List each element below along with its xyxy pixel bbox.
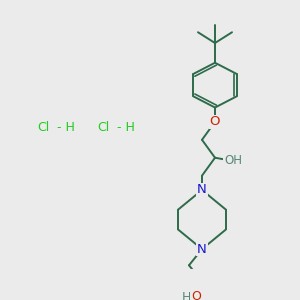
Text: OH: OH <box>224 154 242 167</box>
Text: O: O <box>210 116 220 128</box>
Text: - H: - H <box>117 121 135 134</box>
Text: Cl: Cl <box>97 121 109 134</box>
Text: - H: - H <box>57 121 75 134</box>
Text: H: H <box>181 291 191 300</box>
Text: N: N <box>197 243 207 256</box>
Text: Cl: Cl <box>37 121 49 134</box>
Text: N: N <box>197 184 207 196</box>
Text: O: O <box>191 290 201 300</box>
